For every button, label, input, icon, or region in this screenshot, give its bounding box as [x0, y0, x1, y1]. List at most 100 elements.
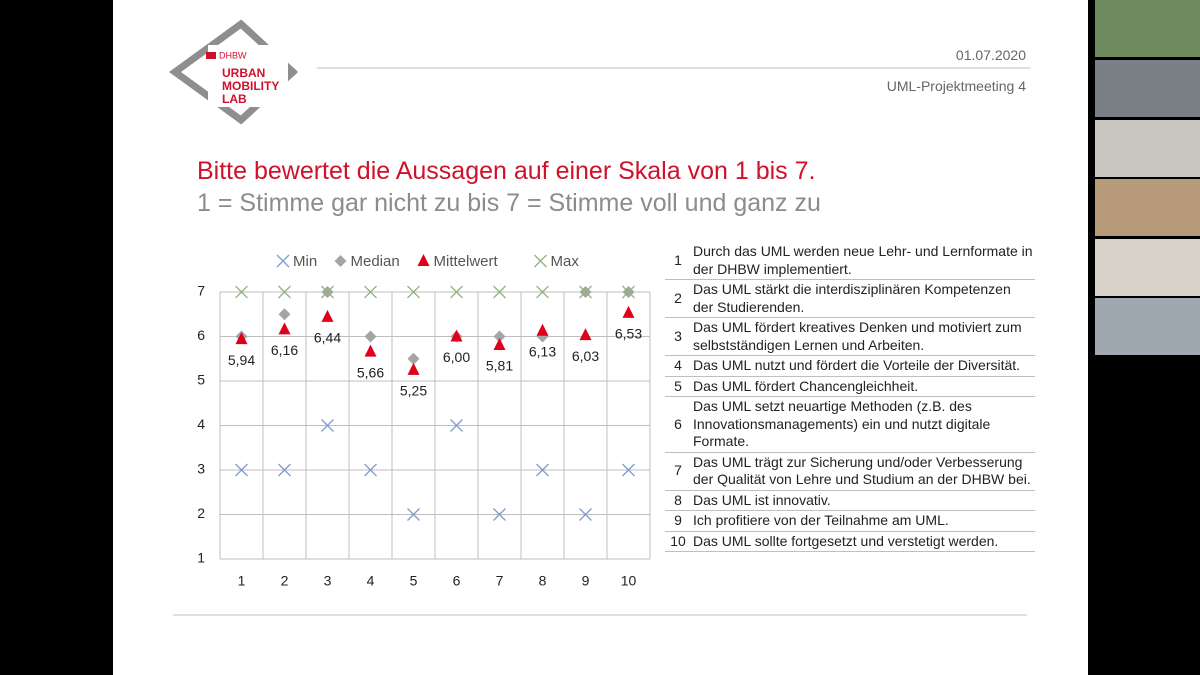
- statement-text: Das UML sollte fortgesetzt und verstetig…: [691, 531, 1035, 552]
- legend-symbol: [276, 254, 290, 268]
- logo-text: MOBILITY: [222, 79, 279, 93]
- point-median: [407, 352, 420, 365]
- y-tick-label: 5: [197, 372, 205, 388]
- logo-text: LAB: [222, 92, 247, 106]
- statement-number: 9: [665, 510, 691, 532]
- table-row: 10 Das UML sollte fortgesetzt und verstet…: [665, 531, 1035, 552]
- y-tick-label: 4: [197, 416, 205, 432]
- logo-gap: [208, 45, 288, 107]
- date: 01.07.2020: [955, 47, 1026, 63]
- statement-number: 7: [665, 452, 691, 491]
- y-tick-label: 2: [197, 505, 205, 521]
- point-max: [450, 285, 463, 299]
- table-row: 7 Das UML trägt zur Sicherung und/oder Ve…: [665, 452, 1035, 491]
- slide: DHBW URBAN MOBILITY LAB 1 2 3 4 5 6 7 1 2 3 4 5 6 7 8 9 10 5…: [113, 0, 1088, 675]
- point-max: [493, 285, 506, 299]
- x-tick-label: 6: [453, 573, 461, 589]
- data-label: 6,53: [615, 326, 642, 342]
- statement-text: Durch das UML werden neue Lehr- und Lern…: [691, 242, 1035, 280]
- point-mittelwert: [579, 328, 592, 341]
- x-tick-label: 3: [324, 573, 332, 589]
- point-min: [364, 463, 377, 477]
- point-max: [321, 285, 334, 299]
- point-min: [579, 508, 592, 521]
- x-tick-label: 1: [238, 573, 246, 589]
- legend-label: Max: [551, 253, 580, 270]
- point-min: [278, 463, 291, 477]
- statement-text: Das UML trägt zur Sicherung und/oder Ver…: [691, 452, 1035, 491]
- table-row: 5 Das UML fördert Chancengleichheit.: [665, 376, 1035, 397]
- logo-icon: [206, 52, 216, 59]
- point-mittelwert: [235, 332, 248, 345]
- statement-text: Das UML fördert Chancengleichheit.: [691, 376, 1035, 397]
- point-max: [235, 285, 248, 299]
- point-mittelwert: [493, 337, 506, 350]
- data-label: 5,66: [357, 364, 384, 380]
- legend-label: Mittelwert: [434, 253, 499, 270]
- y-tick-label: 6: [197, 327, 205, 343]
- slide-title: Bitte bewertet die Aussagen auf einer Sk…: [197, 157, 816, 185]
- statement-number: 3: [665, 317, 691, 356]
- statement-number: 1: [665, 242, 691, 280]
- point-mittelwert: [278, 322, 291, 335]
- statement-text: Ich profitiere von der Teilnahme am UML.: [691, 510, 1035, 532]
- point-max: [278, 285, 291, 299]
- point-min: [493, 508, 506, 521]
- point-max: [364, 285, 377, 299]
- data-label: 6,16: [271, 342, 298, 358]
- statement-number: 8: [665, 490, 691, 511]
- statement-text: Das UML nutzt und fördert die Vorteile d…: [691, 355, 1035, 377]
- statement-number: 10: [665, 531, 691, 552]
- x-tick-label: 8: [539, 573, 547, 589]
- statement-number: 6: [665, 396, 691, 453]
- data-label: 6,44: [314, 330, 341, 346]
- point-mittelwert: [450, 329, 463, 342]
- point-mittelwert: [407, 362, 420, 375]
- point-max: [536, 285, 549, 299]
- x-tick-label: 9: [582, 573, 590, 589]
- point-mittelwert: [364, 344, 377, 357]
- statement-text: Das UML fördert kreatives Denken und mot…: [691, 317, 1035, 356]
- video-tile: [1095, 0, 1200, 57]
- point-max: [407, 285, 420, 299]
- statement-number: 2: [665, 279, 691, 318]
- legend-symbol: [334, 255, 347, 267]
- data-label: 5,94: [228, 352, 255, 368]
- x-tick-label: 10: [621, 573, 637, 589]
- table-row: 6 Das UML setzt neuartige Methoden (z.B. …: [665, 396, 1035, 453]
- point-median: [493, 330, 506, 343]
- statement-number: 4: [665, 355, 691, 377]
- statement-text: Das UML setzt neuartige Methoden (z.B. d…: [691, 396, 1035, 453]
- point-mittelwert: [622, 305, 635, 318]
- point-min: [321, 419, 334, 432]
- x-tick-label: 5: [410, 573, 418, 589]
- y-tick-label: 7: [197, 283, 205, 299]
- statement-text: Das UML stärkt die interdisziplinären Ko…: [691, 279, 1035, 318]
- statement-number: 5: [665, 376, 691, 397]
- y-tick-label: 1: [197, 550, 205, 566]
- legend-symbol: [417, 254, 430, 266]
- video-tile: [1095, 179, 1200, 236]
- point-mittelwert: [536, 323, 549, 336]
- meeting-name: UML-Projektmeeting 4: [886, 78, 1026, 94]
- slide-subtitle: 1 = Stimme gar nicht zu bis 7 = Stimme v…: [197, 189, 821, 217]
- point-min: [407, 508, 420, 521]
- legend-label: Median: [351, 253, 400, 270]
- point-min: [450, 419, 463, 432]
- video-tile: [1095, 60, 1200, 117]
- data-label: 6,00: [443, 349, 470, 365]
- table-row: 8 Das UML ist innovativ.: [665, 490, 1035, 511]
- data-label: 5,25: [400, 383, 427, 399]
- video-tile: [1095, 239, 1200, 296]
- data-label: 6,03: [572, 348, 599, 364]
- point-max: [622, 285, 635, 299]
- point-max: [579, 285, 592, 299]
- point-min: [622, 463, 635, 477]
- point-mittelwert: [321, 309, 334, 322]
- table-row: 4 Das UML nutzt und fördert die Vorteile …: [665, 355, 1035, 377]
- x-tick-label: 7: [496, 573, 504, 589]
- point-min: [235, 463, 248, 477]
- x-tick-label: 2: [281, 573, 289, 589]
